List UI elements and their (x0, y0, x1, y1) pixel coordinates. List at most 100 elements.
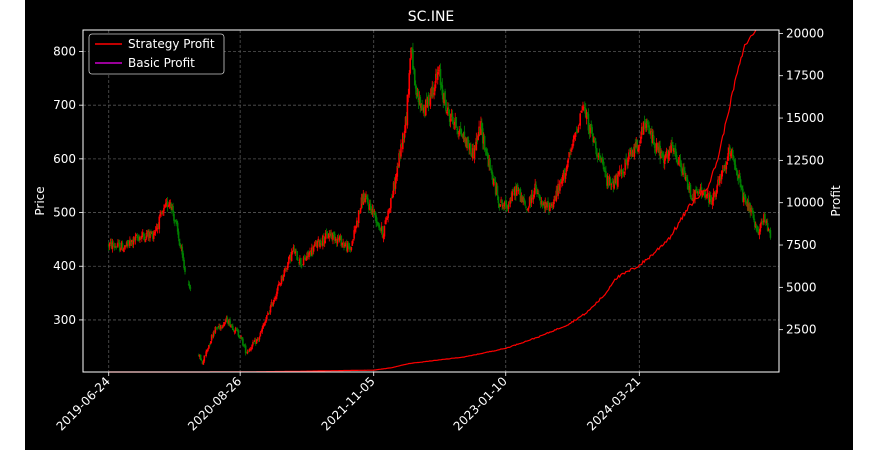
candle-body (436, 74, 438, 79)
candle-body (599, 155, 602, 160)
candle-body (116, 246, 118, 248)
candle-body (542, 203, 545, 205)
candle-body (231, 325, 234, 331)
candle-body (593, 137, 595, 143)
candle-body (293, 248, 296, 254)
candle-body (470, 144, 472, 152)
candle-body (634, 143, 637, 149)
candle-body (574, 132, 577, 137)
y-right-tick-label: 5000 (786, 280, 817, 294)
x-tick-label: 2019-06-24 (54, 374, 113, 433)
candle-body (402, 134, 405, 139)
candle-body (113, 246, 116, 248)
candle-body (200, 359, 203, 361)
candle-body (685, 177, 687, 181)
candle-body (215, 327, 218, 329)
candle-body (639, 145, 641, 146)
y-right-tick-label: 20000 (786, 26, 824, 40)
candle-body (399, 151, 401, 159)
candle-body (297, 260, 299, 261)
candle-body (753, 221, 756, 227)
candle-body (454, 117, 457, 125)
candle-body (516, 184, 519, 191)
candle-body (223, 322, 226, 326)
candle-body (550, 204, 553, 206)
candle-body (738, 175, 740, 179)
candle-body (741, 185, 743, 189)
candle-body (647, 123, 649, 125)
candle-body (368, 203, 371, 211)
candle-body (316, 241, 319, 248)
candle-body (404, 116, 407, 133)
candle-body (262, 325, 264, 329)
candle-body (518, 188, 521, 190)
candle-body (366, 196, 368, 200)
candle-body (687, 188, 690, 190)
candle-body (551, 205, 554, 208)
candle-body (765, 220, 767, 224)
candle-body (112, 243, 115, 246)
candle-body (300, 258, 302, 265)
candle-body (619, 170, 622, 173)
candle-body (438, 70, 441, 72)
candle-body (144, 239, 147, 242)
candle-body (456, 129, 458, 130)
candle-body (306, 252, 309, 258)
candle-body (597, 152, 600, 158)
candle-body (746, 201, 749, 207)
candle-body (505, 205, 508, 208)
candle-body (241, 337, 243, 340)
candle-body (292, 247, 295, 251)
candle-body (135, 235, 138, 236)
candle-body (464, 137, 467, 142)
candle-body (183, 259, 185, 269)
candle-body (737, 174, 740, 180)
candle-body (481, 128, 484, 144)
candle-body (547, 201, 549, 203)
candle-body (220, 325, 223, 328)
candle-body (744, 196, 747, 204)
candle-body (716, 185, 718, 193)
candle-body (435, 73, 437, 83)
candle-body (717, 179, 719, 185)
candle-body (491, 170, 493, 175)
candle-body (383, 225, 386, 237)
y-right-tick-label: 12500 (786, 153, 824, 167)
candle-body (317, 238, 320, 241)
candle-body (521, 195, 524, 202)
candle-body (731, 149, 733, 154)
candle-body (278, 283, 281, 285)
candle-body (264, 322, 266, 325)
candle-body (742, 196, 745, 203)
candle-body (231, 325, 233, 327)
candle-body (205, 351, 207, 356)
candle-body (578, 124, 581, 126)
candle-body (291, 250, 294, 253)
candle-body (508, 204, 511, 206)
candle-body (391, 195, 394, 199)
candle-body (418, 97, 421, 101)
candle-body (147, 230, 150, 237)
candle-body (395, 176, 398, 180)
candle-body (722, 169, 725, 170)
candle-body (630, 148, 633, 156)
y-left-tick-label: 800 (53, 44, 76, 58)
candle-body (764, 213, 766, 220)
candle-body (662, 155, 664, 157)
candle-body (494, 181, 497, 195)
candle-body (121, 243, 124, 251)
candle-body (392, 182, 395, 195)
candle-body (409, 58, 411, 74)
candle-body (633, 144, 636, 157)
candle-body (326, 233, 329, 239)
candle-body (373, 210, 376, 213)
candle-body (733, 160, 736, 165)
candle-body (122, 249, 125, 252)
candle-body (519, 189, 522, 202)
candle-body (458, 133, 460, 135)
candle-body (325, 231, 328, 234)
candle-body (731, 150, 734, 157)
candle-body (548, 202, 550, 211)
candle-body (137, 237, 139, 239)
candle-body (728, 148, 730, 154)
